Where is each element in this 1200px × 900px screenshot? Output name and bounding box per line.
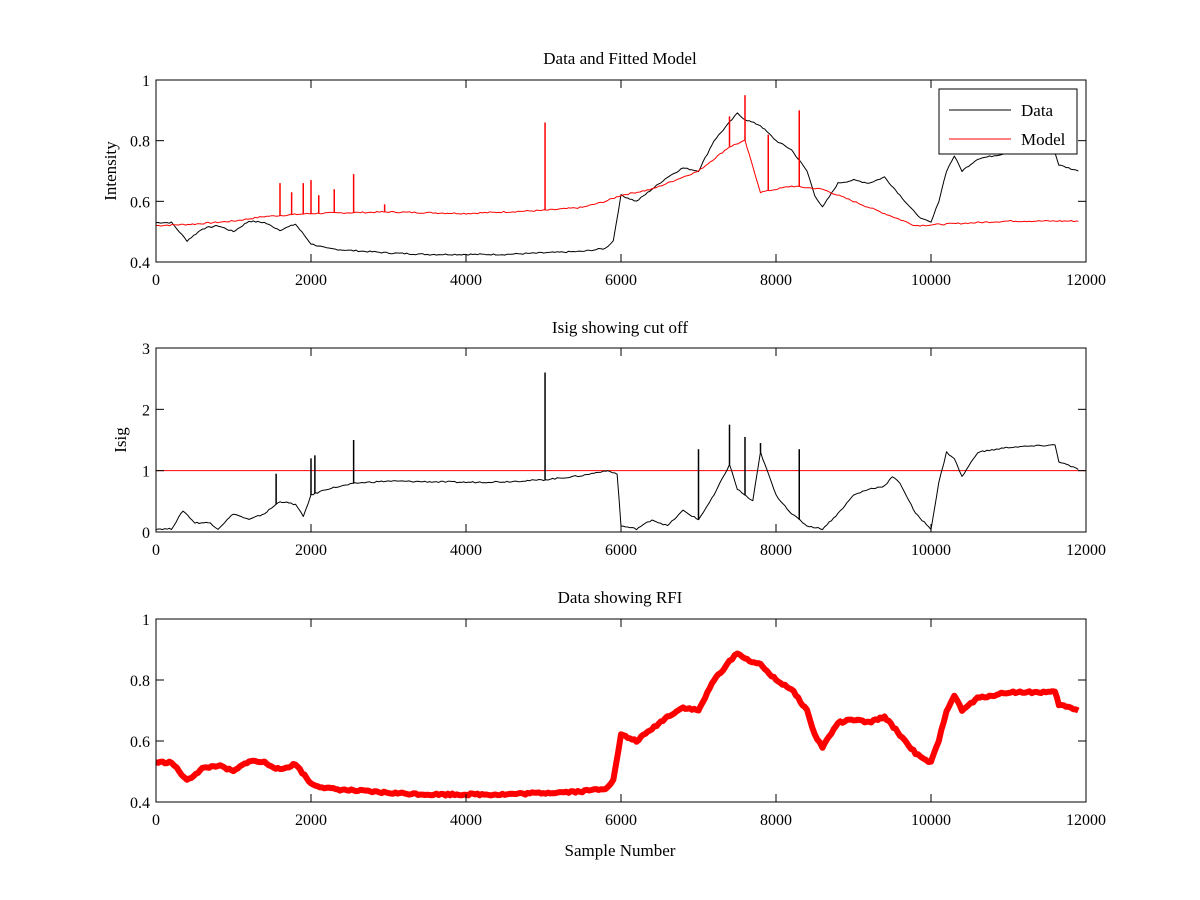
- subplot-1-marks: [155, 95, 1079, 256]
- subplot-2-ticks: 0 2000 4000 6000 8000 10000 12000 0 1 2 3: [142, 341, 1106, 559]
- subplot-1-axes-box: [155, 79, 1087, 263]
- series-line: [155, 139, 1079, 227]
- series-line: [155, 650, 1080, 799]
- x-tick-label: 6000: [605, 542, 637, 559]
- series-line: [155, 112, 1079, 256]
- x-tick-label: 2000: [295, 542, 327, 559]
- subplot-3-ticks: 0 2000 4000 6000 8000 10000 12000 0.4 0.6 0.8 1: [130, 612, 1106, 829]
- y-tick-label: 2: [142, 402, 150, 419]
- y-tick-label: 1: [142, 612, 150, 629]
- subplot-data-and-fitted-model: Data and Fitted Model Intensity 0 2000 400…: [101, 49, 1106, 289]
- subplot-2-axes-box: [155, 347, 1087, 533]
- x-tick-label: 0: [152, 272, 160, 289]
- legend: Data Model: [938, 88, 1078, 155]
- subplot-data-showing-rfi: Data showing RFI Sample Number 0 2000 4000…: [130, 588, 1106, 860]
- x-tick-label: 0: [152, 542, 160, 559]
- x-tick-label: 2000: [295, 272, 327, 289]
- x-tick-label: 10000: [911, 542, 951, 559]
- x-tick-label: 4000: [450, 272, 482, 289]
- subplot-2-title: Isig showing cut off: [552, 318, 688, 337]
- x-tick-label: 4000: [450, 812, 482, 829]
- y-tick-label: 1: [142, 73, 150, 90]
- y-tick-label: 0.8: [130, 134, 150, 151]
- y-tick-label: 0: [142, 525, 150, 542]
- subplot-3-title: Data showing RFI: [558, 588, 683, 607]
- x-tick-label: 8000: [760, 272, 792, 289]
- x-tick-label: 0: [152, 812, 160, 829]
- subplot-3-marks: [155, 650, 1080, 799]
- y-tick-label: 0.4: [130, 795, 150, 812]
- x-tick-label: 12000: [1066, 542, 1106, 559]
- subplot-1-ylabel: Intensity: [101, 141, 120, 201]
- y-tick-label: 1: [142, 464, 150, 481]
- x-tick-label: 10000: [911, 812, 951, 829]
- subplot-3-xlabel: Sample Number: [565, 841, 676, 860]
- subplot-isig-showing-cut-off: Isig showing cut off Isig 0 2000 4000 6000 8…: [111, 318, 1106, 559]
- x-tick-label: 6000: [605, 272, 637, 289]
- y-tick-label: 0.6: [130, 194, 150, 211]
- x-tick-label: 12000: [1066, 812, 1106, 829]
- x-tick-label: 4000: [450, 542, 482, 559]
- subplot-2-ylabel: Isig: [111, 427, 130, 453]
- x-tick-label: 12000: [1066, 272, 1106, 289]
- x-tick-label: 10000: [911, 272, 951, 289]
- legend-box: [938, 88, 1078, 155]
- legend-data-label: Data: [1021, 101, 1054, 120]
- x-tick-label: 8000: [760, 812, 792, 829]
- x-tick-label: 6000: [605, 812, 637, 829]
- subplot-2-marks: [155, 372, 1086, 531]
- y-tick-label: 0.8: [130, 673, 150, 690]
- y-tick-label: 0.6: [130, 734, 150, 751]
- subplot-1-title: Data and Fitted Model: [543, 49, 697, 68]
- y-tick-label: 0.4: [130, 255, 150, 272]
- legend-model-label: Model: [1021, 130, 1066, 149]
- x-tick-label: 2000: [295, 812, 327, 829]
- subplot-3-axes-box: [155, 618, 1087, 803]
- y-tick-label: 3: [142, 341, 150, 358]
- x-tick-label: 8000: [760, 542, 792, 559]
